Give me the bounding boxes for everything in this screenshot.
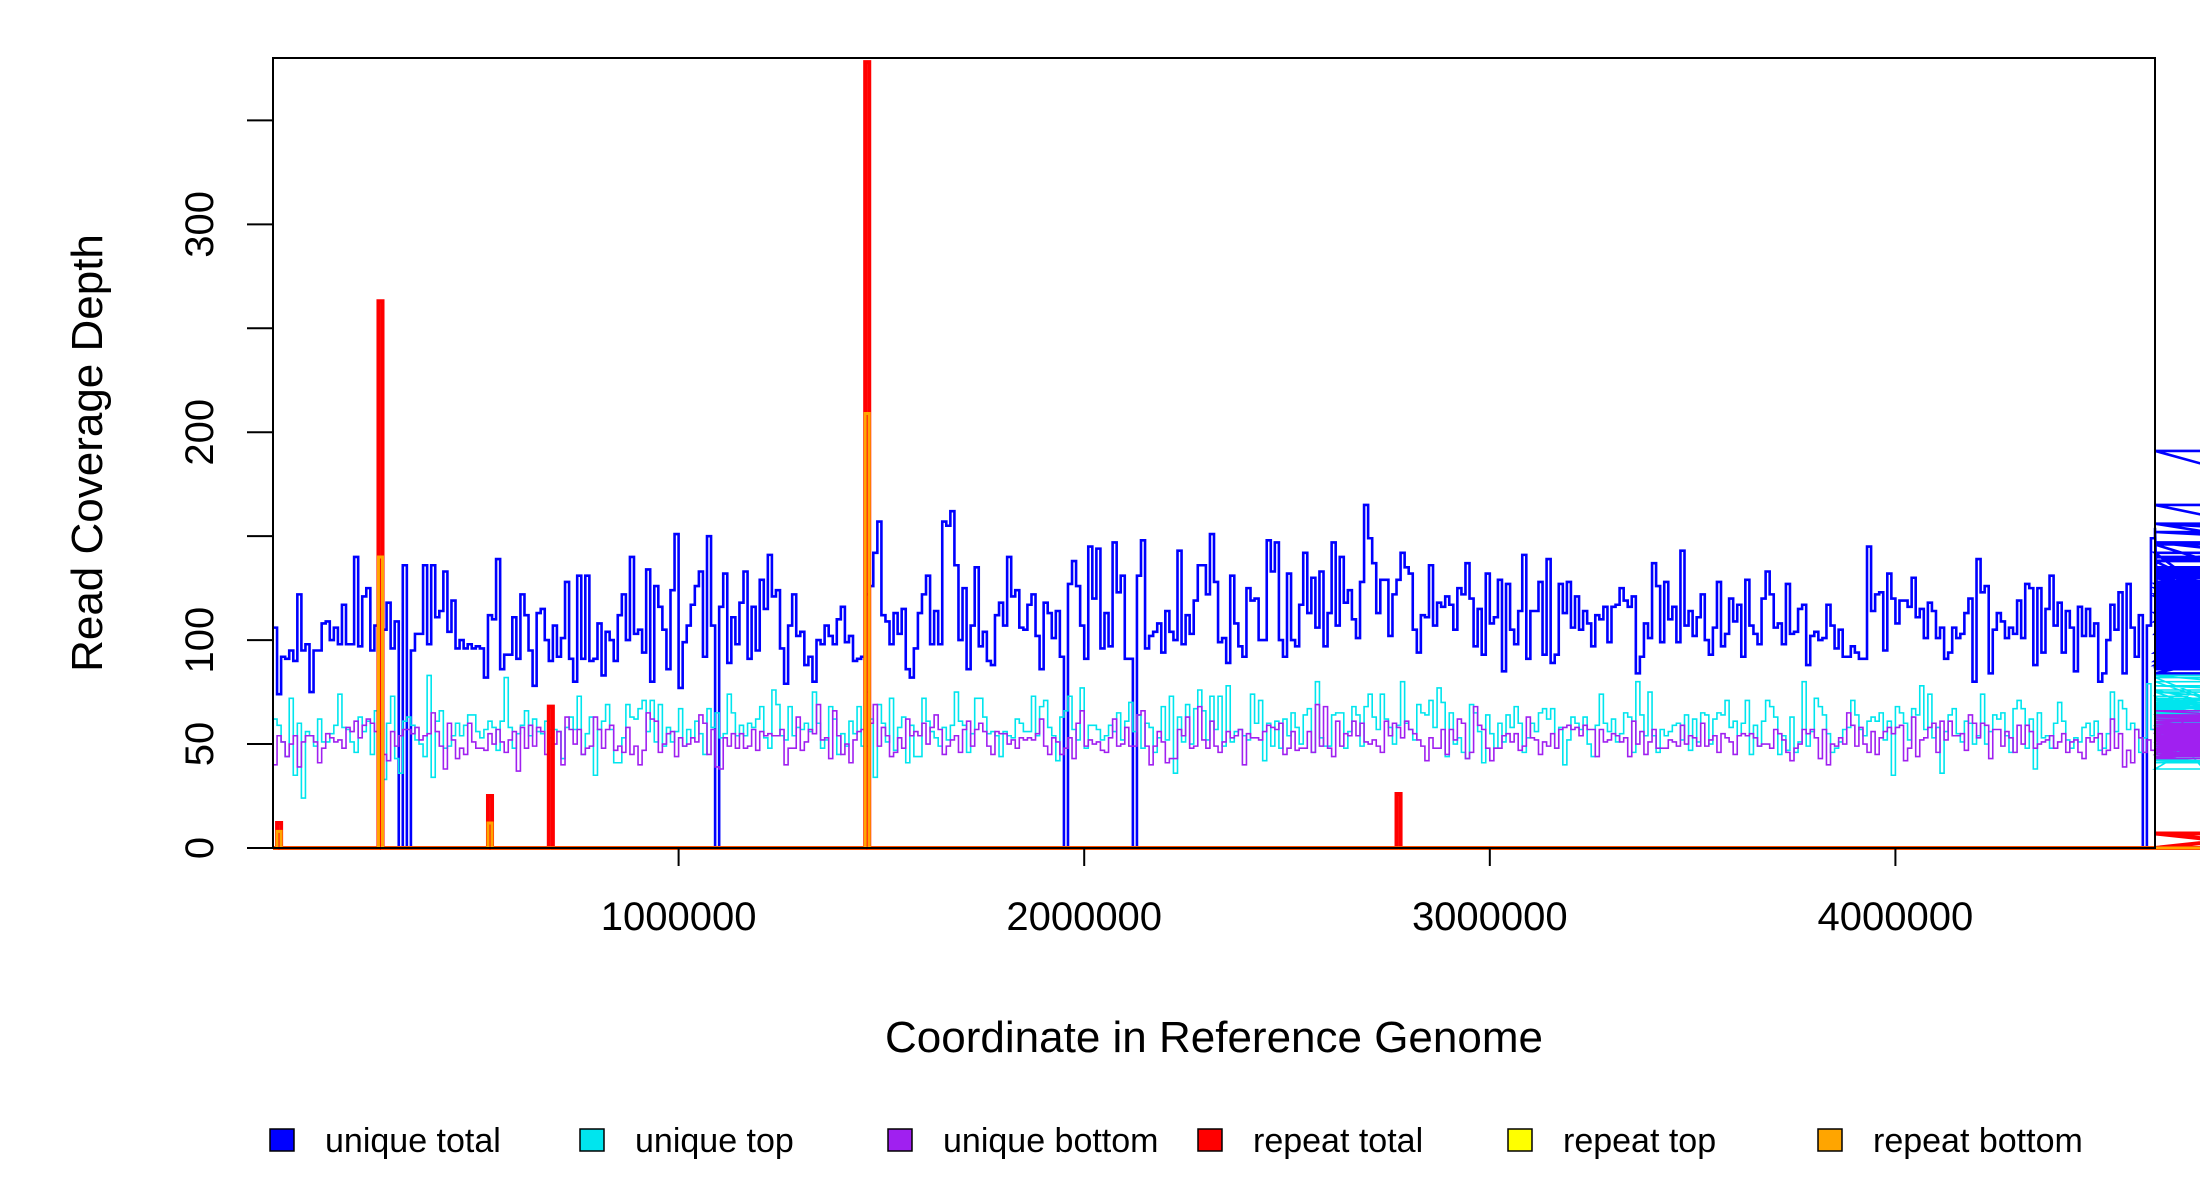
y-tick-label: 100 [178,607,222,674]
legend-label: repeat top [1563,1122,1716,1160]
x-tick-label: 3000000 [1412,895,1568,939]
y-axis: 0 50 100 200 300 [178,119,273,859]
y-tick-label: 0 [178,837,222,859]
x-tick-label: 4000000 [1818,895,1974,939]
series-line-unique-top [273,674,2200,799]
legend-swatch [269,1128,295,1152]
legend: unique total unique top unique bottom repea… [269,1122,2083,1160]
legend-label: repeat bottom [1873,1122,2083,1160]
legend-label: unique top [635,1122,794,1160]
x-axis: 1000000 2000000 3000000 4000000 [601,848,1974,939]
x-tick-label: 2000000 [1006,895,1162,939]
legend-label: unique total [325,1122,501,1160]
legend-swatch [1507,1128,1533,1152]
plot-frame [272,57,2156,849]
legend-label: repeat total [1253,1122,1423,1160]
y-axis-title: Read Coverage Depth [63,234,112,672]
series-line-unique-bottom [273,703,2200,772]
legend-swatch [1197,1128,1223,1152]
x-axis-title: Coordinate in Reference Genome [885,1013,1543,1062]
y-tick-label: 50 [178,722,222,767]
legend-swatch [579,1128,605,1152]
legend-swatch [887,1128,913,1152]
y-tick-label: 200 [178,399,222,466]
legend-swatch [1817,1128,1843,1152]
x-tick-label: 1000000 [601,895,757,939]
legend-label: unique bottom [943,1122,1159,1160]
y-tick-label: 300 [178,191,222,258]
